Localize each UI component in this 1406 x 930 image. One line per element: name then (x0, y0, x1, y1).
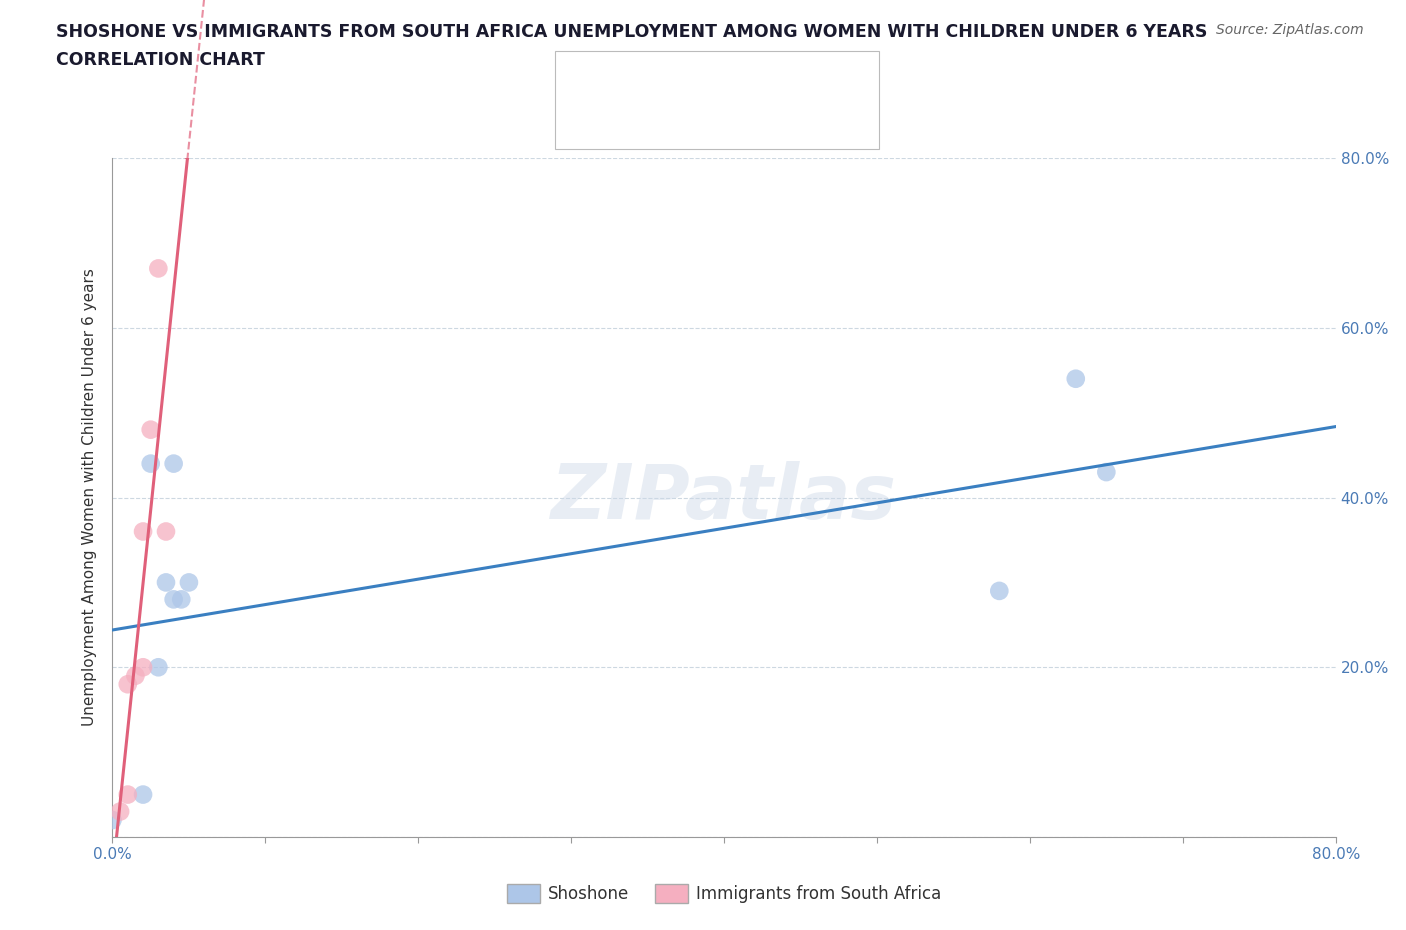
Point (1064, 371, 1087, 386)
Text: R =: R = (613, 67, 652, 86)
Text: SHOSHONE VS IMMIGRANTS FROM SOUTH AFRICA UNEMPLOYMENT AMONG WOMEN WITH CHILDREN : SHOSHONE VS IMMIGRANTS FROM SOUTH AFRICA… (56, 23, 1208, 41)
Point (1095, 465, 1118, 480)
Point (155, 575, 177, 590)
Point (988, 583, 1011, 598)
Text: Source: ZipAtlas.com: Source: ZipAtlas.com (1216, 23, 1364, 37)
Point (163, 457, 186, 472)
Point (101, 813, 124, 828)
Legend: Shoshone, Immigrants from South Africa: Shoshone, Immigrants from South Africa (501, 878, 948, 910)
Point (139, 422, 162, 437)
Point (139, 457, 162, 472)
Text: 0.658: 0.658 (647, 107, 697, 126)
Point (132, 660, 155, 675)
Point (117, 787, 139, 802)
Text: R =: R = (613, 107, 652, 126)
Point (177, 575, 200, 590)
Point (148, 261, 170, 276)
Point (148, 660, 170, 675)
Text: N =: N = (703, 107, 742, 126)
Point (117, 677, 139, 692)
Text: 0.631: 0.631 (647, 67, 697, 86)
Y-axis label: Unemployment Among Women with Children Under 6 years: Unemployment Among Women with Children U… (82, 269, 97, 726)
Text: CORRELATION CHART: CORRELATION CHART (56, 51, 266, 69)
Text: 12: 12 (734, 67, 756, 86)
Text: 9: 9 (734, 107, 751, 126)
Point (170, 592, 193, 607)
Point (163, 592, 186, 607)
Point (132, 525, 155, 539)
Text: N =: N = (703, 67, 742, 86)
Point (155, 525, 177, 539)
Point (124, 669, 146, 684)
Point (132, 787, 155, 802)
Point (108, 804, 131, 819)
Text: ZIPatlas: ZIPatlas (551, 460, 897, 535)
